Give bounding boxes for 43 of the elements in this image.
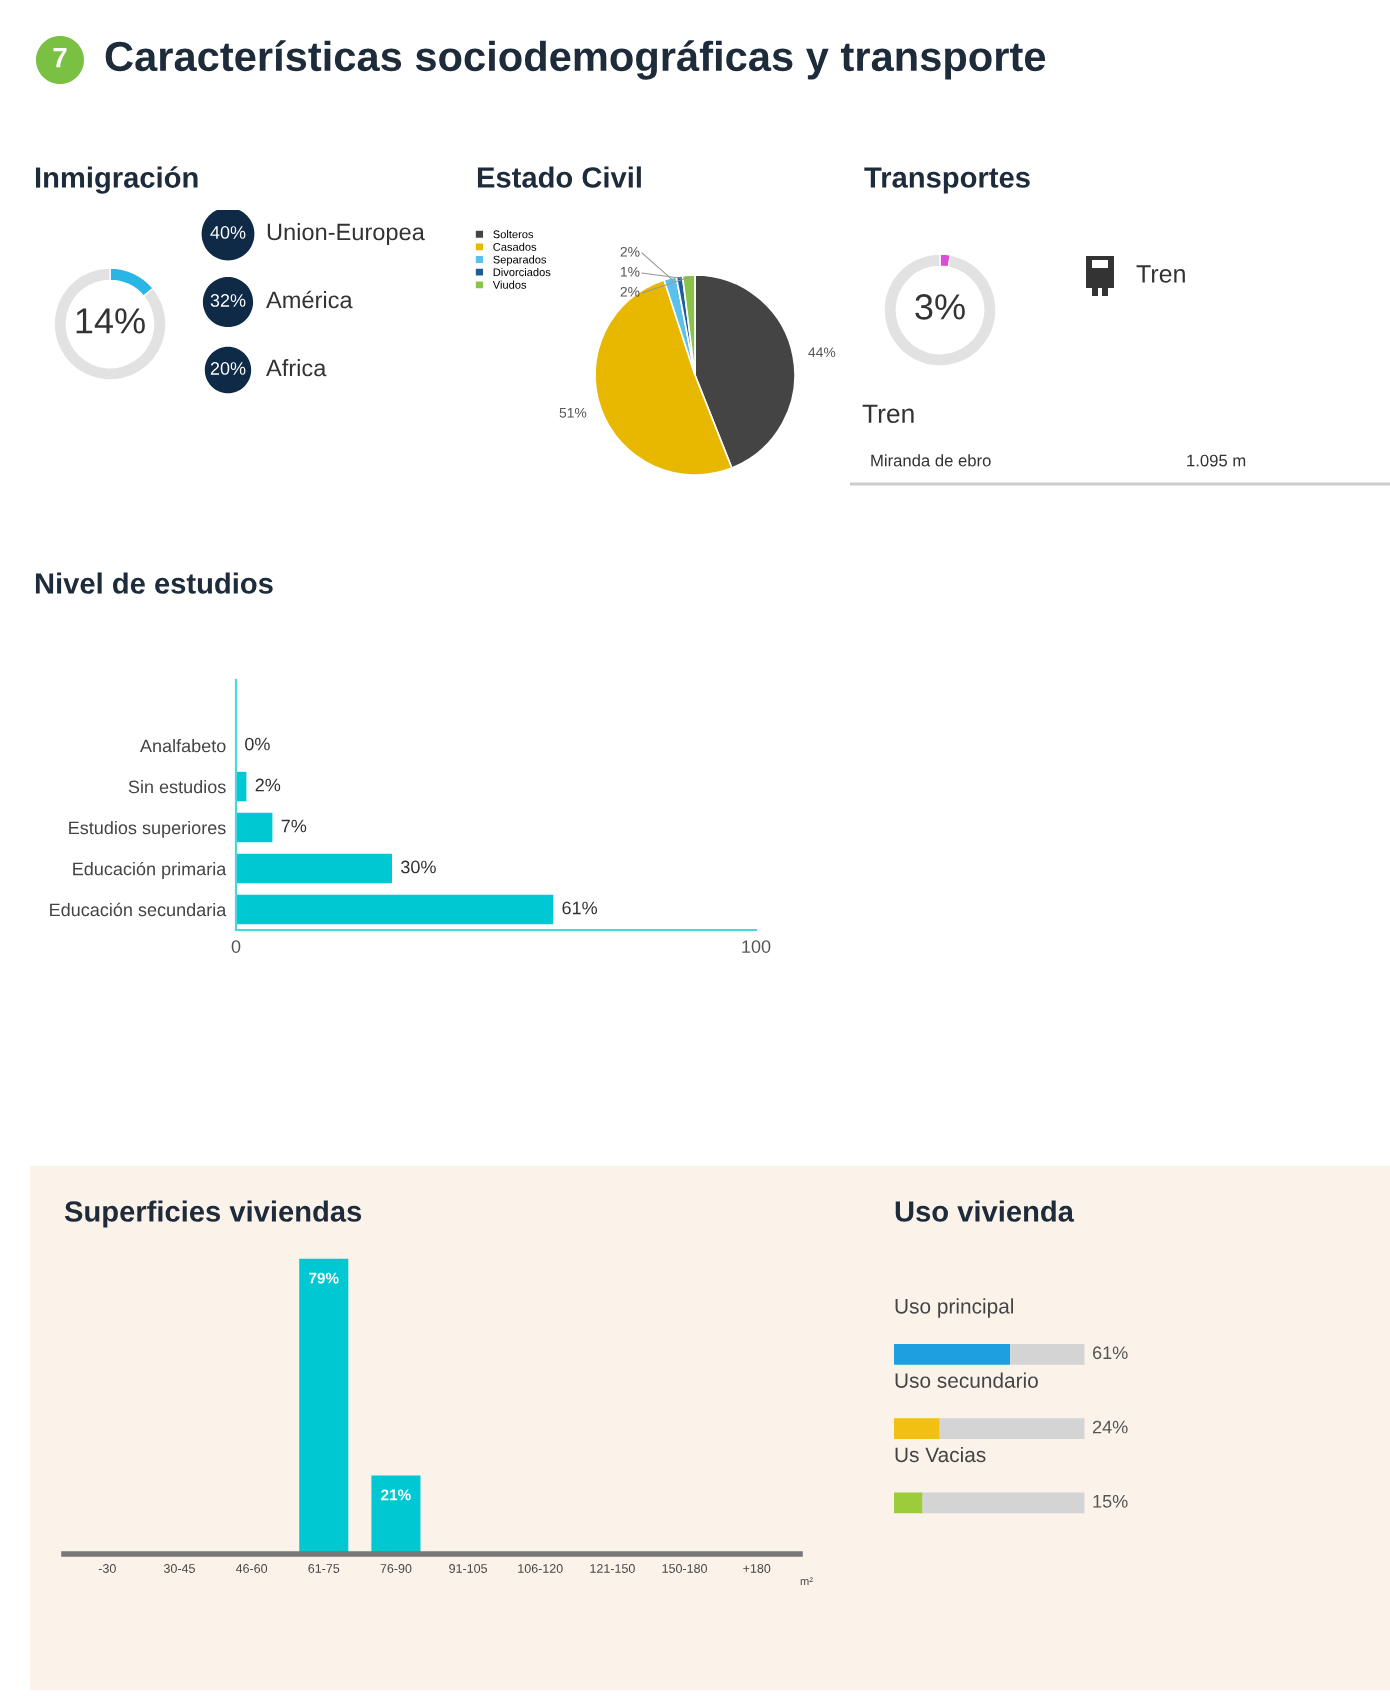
data-label: 40% <box>210 226 246 239</box>
category-label: Union-Europea <box>267 223 425 245</box>
category-label: América <box>266 290 353 309</box>
y-tick-label: Uso secundario <box>895 1372 1038 1388</box>
category-label: Africa <box>266 358 327 377</box>
y-tick-label: Estudios superiores <box>69 821 226 838</box>
chart-title: Transportes <box>864 167 1030 194</box>
data-label: 61% <box>562 901 598 915</box>
chart-title: Uso vivienda <box>895 1200 1075 1222</box>
bar <box>236 853 392 884</box>
data-label: 20% <box>210 362 246 375</box>
data-label: 14% <box>76 308 145 334</box>
y-tick-label: Analfabeto <box>139 739 226 753</box>
data-label: 2% <box>255 778 281 792</box>
data-label: 15% <box>1093 1495 1128 1508</box>
text: 1.095 m <box>1187 454 1246 467</box>
chart-title: Inmigración <box>35 166 198 194</box>
bar <box>236 894 554 925</box>
data-label: 0% <box>245 737 270 751</box>
y-tick-label: Uso principal <box>895 1298 1014 1318</box>
text: 7 <box>53 48 67 68</box>
chart-title: Estado Civil <box>477 166 641 188</box>
y-tick-label: Educación secundaria <box>50 902 227 917</box>
data-label: 7% <box>281 819 307 833</box>
donut-slice <box>53 267 167 381</box>
x-tick-label: 100 <box>742 940 771 953</box>
data-label: 3% <box>915 294 965 320</box>
text: Tren <box>862 404 914 424</box>
text: Tren <box>1136 265 1185 283</box>
data-label: 32% <box>210 294 246 307</box>
x-tick-label: 0 <box>231 940 241 953</box>
chart-title: Superficies viviendas <box>64 1200 362 1228</box>
y-tick-label: Educación primaria <box>73 861 227 879</box>
data-label: 61% <box>1093 1346 1128 1360</box>
text: Miranda de ebro <box>871 454 991 467</box>
y-tick-label: Sin estudios <box>128 780 226 794</box>
bar <box>236 812 273 843</box>
y-tick-label: Us Vacias <box>895 1446 986 1463</box>
data-label: 30% <box>401 860 436 874</box>
chart-title: Nivel de estudios <box>35 572 273 594</box>
text: Características sociodemográficas y transporte <box>105 40 1046 80</box>
donut-slice <box>883 253 997 367</box>
data-label: 24% <box>1093 1420 1128 1434</box>
